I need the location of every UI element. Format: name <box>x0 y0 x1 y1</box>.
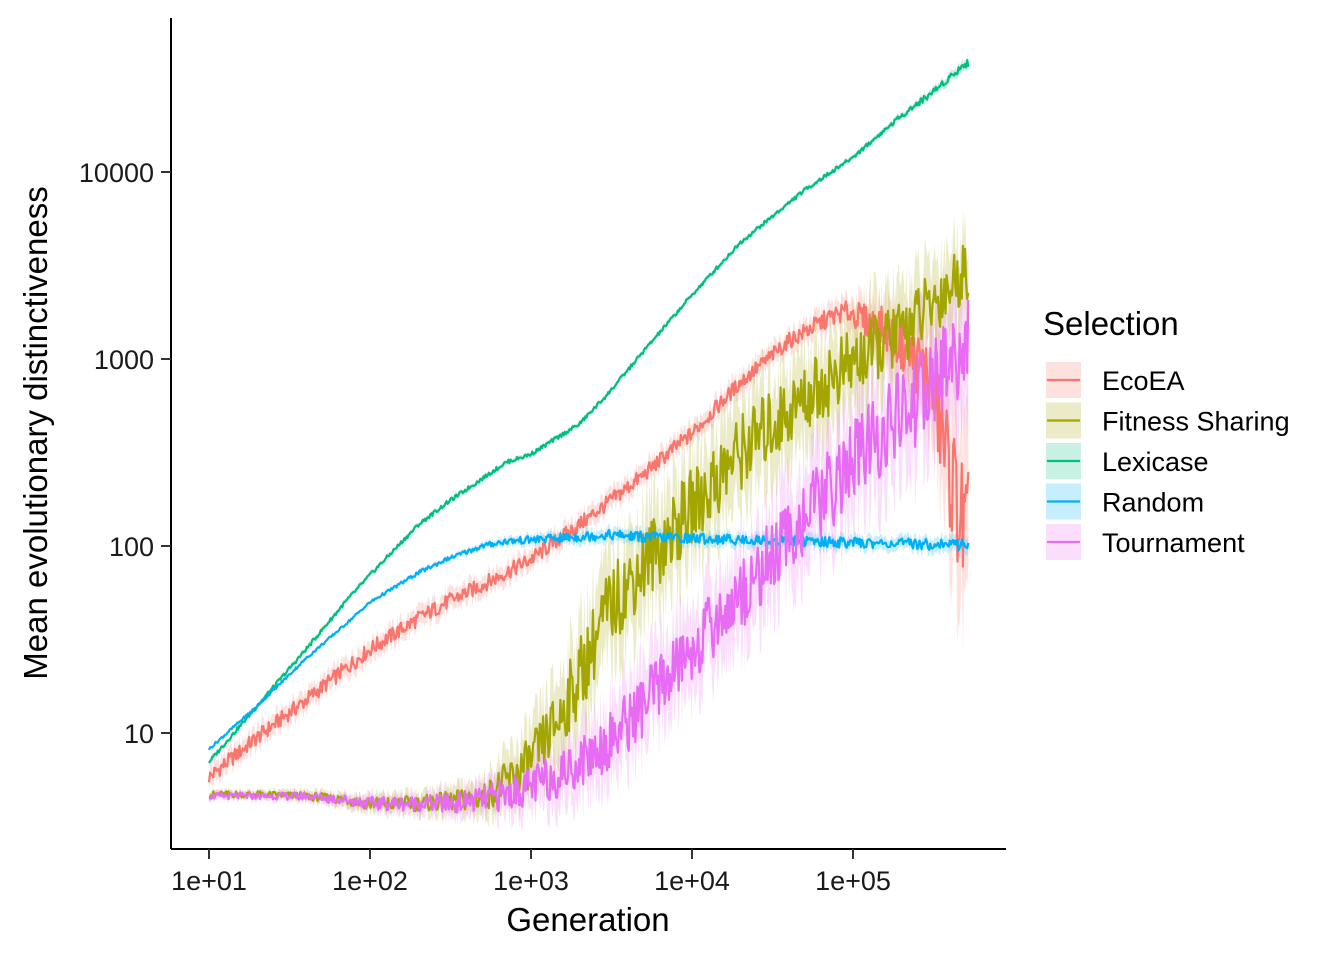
line-random <box>207 528 970 751</box>
series-lines <box>207 59 970 814</box>
x-axis-ticks: 1e+01 1e+02 1e+03 1e+04 1e+05 <box>171 849 891 896</box>
y-tick-label: 1000 <box>94 345 154 375</box>
line-tournament <box>208 299 970 814</box>
y-tick-label: 10 <box>124 719 154 749</box>
legend-item-fitness-sharing: Fitness Sharing <box>1046 402 1290 439</box>
axes <box>170 18 1006 850</box>
legend-title: Selection <box>1043 305 1179 342</box>
legend-label-fitness-sharing: Fitness Sharing <box>1102 407 1290 437</box>
x-axis-title: Generation <box>506 901 669 938</box>
x-tick-label: 1e+03 <box>493 866 569 896</box>
legend: Selection EcoEA Fitness Sharing Lexicase Ra… <box>1043 305 1290 560</box>
x-tick-label: 1e+02 <box>332 866 408 896</box>
x-tick-label: 1e+04 <box>654 866 730 896</box>
legend-label-lexicase: Lexicase <box>1102 447 1209 477</box>
band-random <box>209 523 969 752</box>
x-tick-label: 1e+01 <box>171 866 247 896</box>
legend-item-tournament: Tournament <box>1046 524 1245 560</box>
x-tick-label: 1e+05 <box>815 866 891 896</box>
band-fitness-sharing <box>209 207 969 828</box>
line-ecoea <box>207 300 970 783</box>
y-axis-title: Mean evolutionary distinctiveness <box>17 186 54 679</box>
legend-item-lexicase: Lexicase <box>1046 443 1209 479</box>
legend-items: EcoEA Fitness Sharing Lexicase Random Tourna… <box>1046 362 1290 560</box>
y-tick-label: 100 <box>109 532 154 562</box>
legend-item-random: Random <box>1046 483 1204 520</box>
y-tick-label: 10000 <box>79 158 154 188</box>
legend-label-ecoea: EcoEA <box>1102 366 1185 396</box>
line-lexicase <box>208 59 970 764</box>
y-axis-ticks: 10 100 1000 10000 <box>79 158 171 749</box>
legend-label-tournament: Tournament <box>1102 528 1245 558</box>
legend-item-ecoea: EcoEA <box>1046 362 1185 398</box>
legend-label-random: Random <box>1102 488 1204 518</box>
